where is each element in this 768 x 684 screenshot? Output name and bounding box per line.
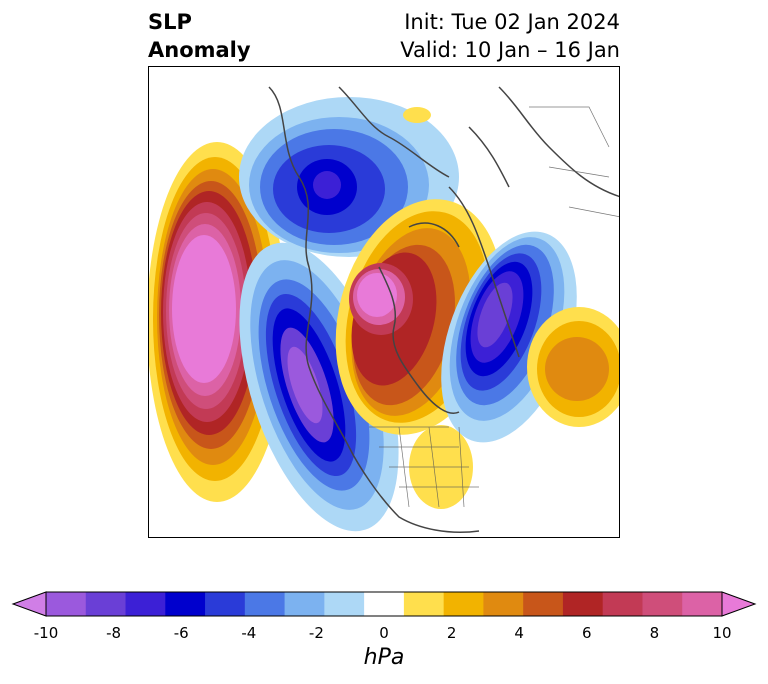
colorbar-cell [602,592,643,616]
coastlines [268,86,619,533]
borders [369,106,619,508]
colorbar [11,591,757,617]
colorbar-cell [125,592,166,616]
colorbar-tick-label: -4 [241,624,257,642]
colorbar-tick-label: 8 [649,624,660,642]
anomaly-high-pacific [149,142,287,502]
colorbar-cell [562,592,604,616]
init-time: Init: Tue 02 Jan 2024 [404,10,620,34]
colorbar-tick-label: 0 [379,624,389,642]
colorbar-cell [483,592,524,616]
title-type: Anomaly [148,38,251,62]
title-right: Init: Tue 02 Jan 2024 Valid: 10 Jan – 16… [400,8,620,64]
colorbar-extend-left [11,591,47,617]
map-panel [148,66,620,538]
anomaly-high-small [403,107,431,123]
colorbar-extend-right [721,591,757,617]
colorbar-cell [642,592,683,616]
colorbar-tick-label: -8 [106,624,122,642]
colorbar-tick-label: -6 [173,624,189,642]
colorbar-tick-label: -2 [308,624,324,642]
colorbar-cell [523,592,564,616]
colorbar-tick-label: -10 [33,624,59,642]
colorbar-cell [205,592,246,616]
colorbar-cell [284,592,325,616]
colorbar-cell [85,592,127,616]
anomaly-high-east [527,307,619,427]
title-left: SLP Anomaly [148,8,251,64]
colorbar-cell [682,592,723,616]
colorbar-cell [46,592,87,616]
colorbar-cell [443,592,484,616]
colorbar-tick-label: 2 [446,624,457,642]
colorbar-cell [364,592,405,616]
colorbar-tick-label: 4 [514,624,524,642]
colorbar-cell [165,592,206,616]
colorbar-cell [324,592,365,616]
map-svg [149,86,619,533]
colorbar-cell [244,592,286,616]
valid-range: Valid: 10 Jan – 16 Jan [400,38,620,62]
colorbar-tick-label: 6 [582,624,592,642]
title-variable: SLP [148,10,192,34]
colorbar-cell [403,592,445,616]
colorbar-tick-label: 10 [712,624,732,642]
colorbar-unit: hPa [363,645,405,670]
